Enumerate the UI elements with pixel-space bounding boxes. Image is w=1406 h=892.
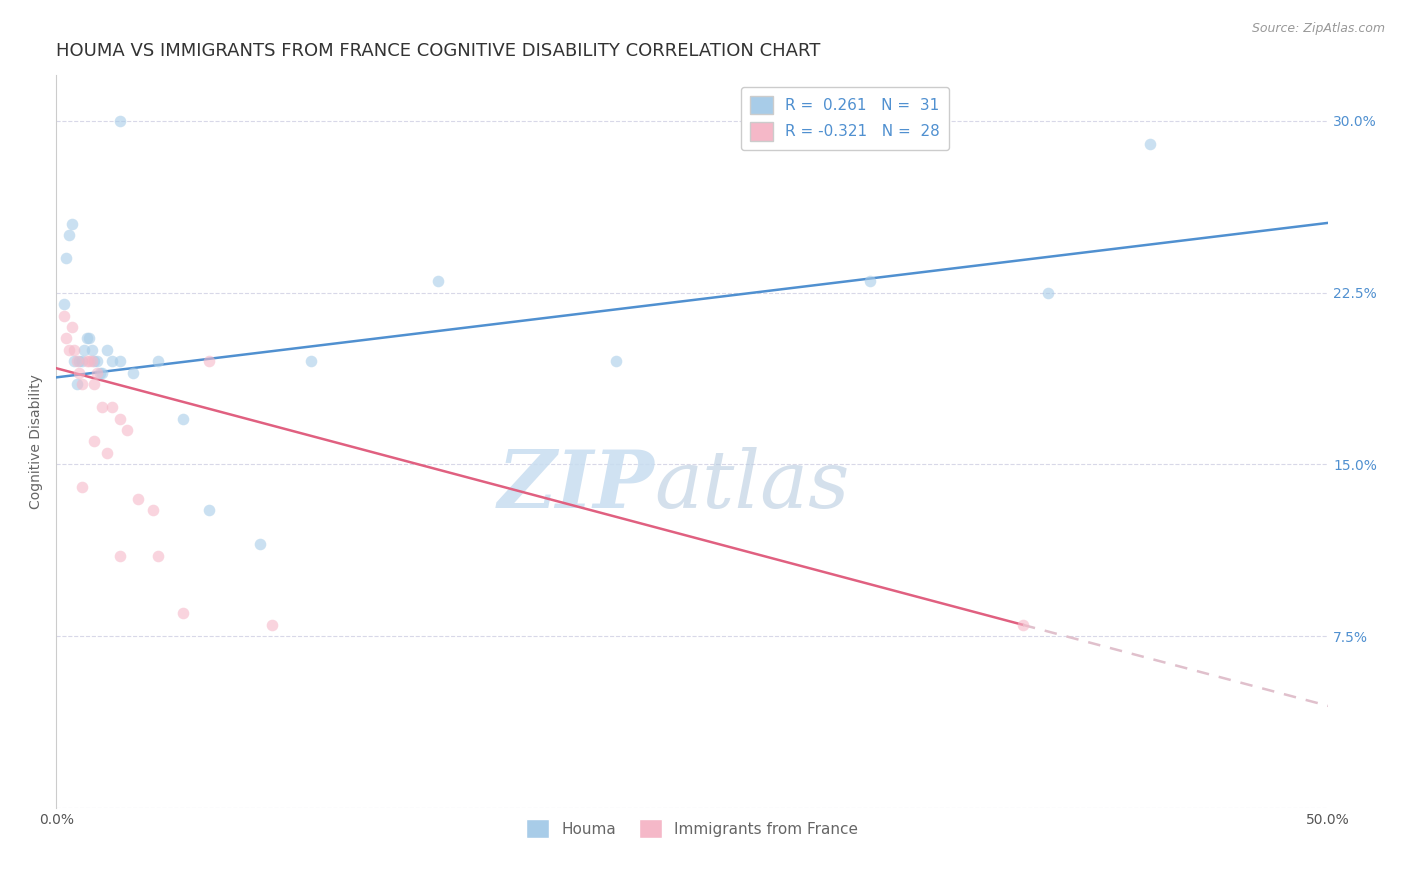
Point [96,343,118,357]
Point [65,354,87,368]
Point [262,617,284,632]
Point [121,366,143,380]
Point [58,228,80,243]
Point [55,331,77,345]
Point [63,343,86,357]
Point [108,354,131,368]
Text: ZIP: ZIP [498,447,654,524]
Point [146,549,169,563]
Point [91,366,114,380]
Point [70,354,93,368]
Y-axis label: Cognitive Disability: Cognitive Disability [30,374,44,509]
Point [172,606,194,620]
Point [70,377,93,392]
Point [76,354,98,368]
Point [96,446,118,460]
Point [73,343,96,357]
Point [172,411,194,425]
Point [605,354,627,368]
Text: HOUMA VS IMMIGRANTS FROM FRANCE COGNITIVE DISABILITY CORRELATION CHART: HOUMA VS IMMIGRANTS FROM FRANCE COGNITIV… [56,42,821,60]
Point [1038,285,1060,300]
Point [117,423,139,437]
Point [198,503,221,517]
Point [1139,136,1161,151]
Point [79,354,101,368]
Point [65,377,87,392]
Point [55,252,77,266]
Point [60,320,83,334]
Point [70,480,93,494]
Point [146,354,169,368]
Point [86,354,108,368]
Point [249,537,271,551]
Point [299,354,322,368]
Point [52,309,75,323]
Text: Source: ZipAtlas.com: Source: ZipAtlas.com [1251,22,1385,36]
Point [142,503,165,517]
Point [83,377,105,392]
Point [76,331,98,345]
Point [859,274,882,288]
Point [108,114,131,128]
Point [67,354,90,368]
Point [60,217,83,231]
Point [91,400,114,414]
Point [101,354,124,368]
Point [101,400,124,414]
Point [80,343,103,357]
Point [89,366,111,380]
Point [83,434,105,449]
Point [63,354,86,368]
Point [86,366,108,380]
Point [52,297,75,311]
Point [80,354,103,368]
Point [1012,617,1035,632]
Legend: Houma, Immigrants from France: Houma, Immigrants from France [520,814,865,844]
Point [67,366,90,380]
Point [58,343,80,357]
Point [108,411,131,425]
Point [79,331,101,345]
Point [198,354,221,368]
Point [127,491,149,506]
Point [83,354,105,368]
Point [426,274,449,288]
Text: atlas: atlas [654,447,849,524]
Point [108,549,131,563]
